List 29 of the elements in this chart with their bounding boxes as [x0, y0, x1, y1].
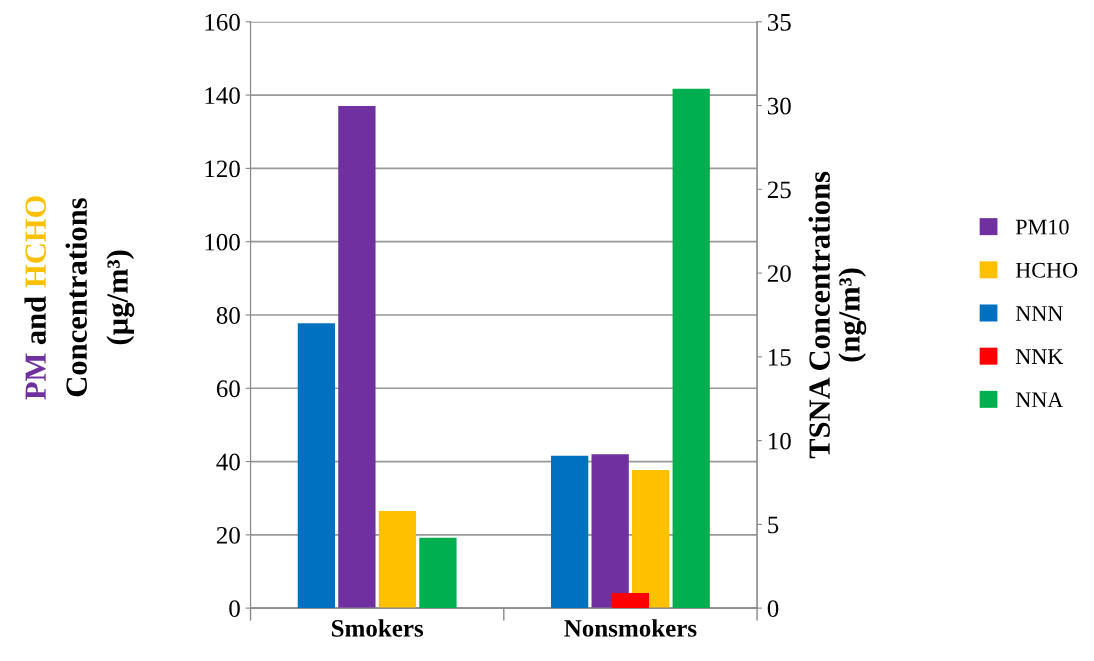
x-tick-label: Smokers: [331, 619, 424, 637]
y2-tick-label: 0: [767, 600, 779, 618]
y2-tick-label: 35: [767, 13, 791, 31]
y2-tick-label: 5: [768, 516, 779, 534]
bar: [632, 469, 670, 609]
y2-tick-label: 30: [767, 97, 791, 115]
y-tick-label: 60: [216, 380, 240, 398]
y-tick-label: 80: [216, 307, 240, 324]
y-tick-label: 120: [205, 160, 240, 178]
y-tick-label: 20: [216, 526, 240, 544]
y2-tick-label: 25: [767, 181, 791, 199]
y-tick-label: 160: [205, 13, 240, 31]
legend-label: HCHO: [1015, 262, 1078, 278]
y-tick-label: 40: [216, 453, 240, 471]
y2-tick-label: 10: [768, 432, 791, 450]
x-tick-label: Nonsmokers: [564, 619, 697, 637]
legend-label: PM10: [1015, 219, 1069, 235]
bar: [672, 88, 710, 609]
bar: [338, 106, 376, 609]
legend-label: NNN: [1015, 306, 1063, 321]
y2-axis-title: TSNA Concentrations (ng/m³): [808, 171, 867, 459]
legend-label: NNA: [1015, 392, 1064, 408]
y2-tick-label: 15: [768, 349, 791, 366]
legend-label: NNK: [1015, 349, 1064, 364]
bar: [611, 593, 650, 609]
y-tick-label: 0: [229, 600, 240, 618]
y2-tick-label: 20: [767, 265, 791, 283]
y-tick-label: 140: [205, 87, 240, 105]
y-tick-label: 100: [205, 233, 240, 251]
